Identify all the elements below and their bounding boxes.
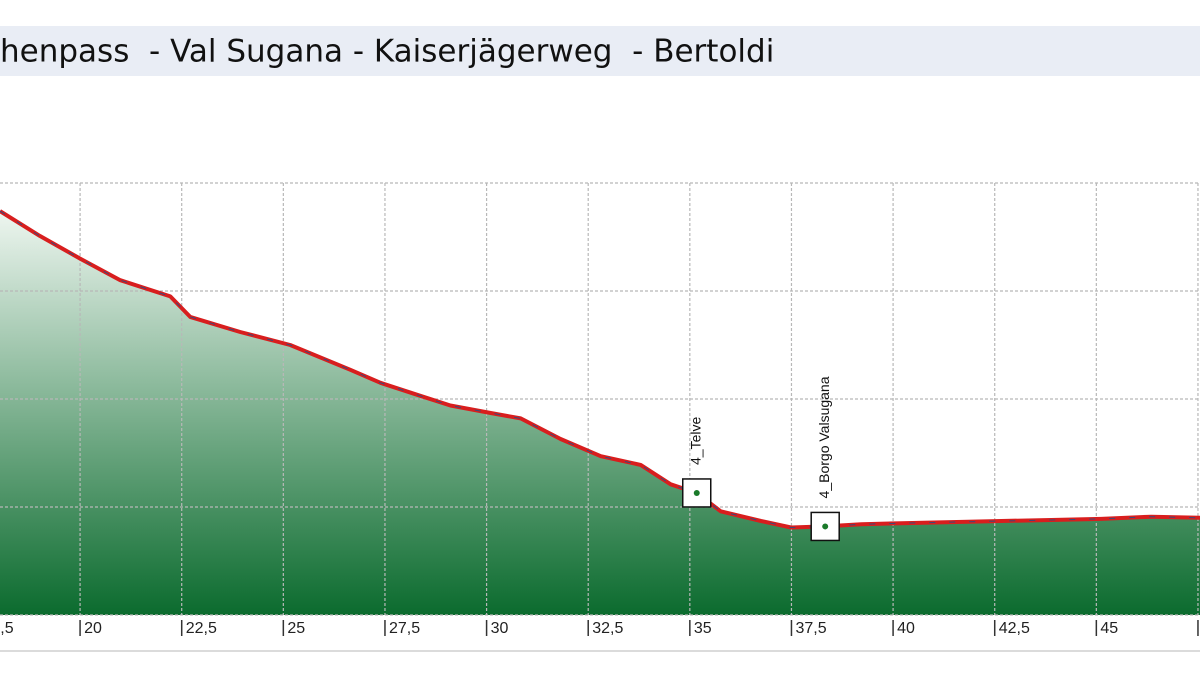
title-bar (0, 26, 1200, 76)
elevation-line-core (0, 210, 1200, 529)
x-tick-label: 40 (897, 620, 915, 637)
x-tick-label: 42,5 (999, 620, 1030, 637)
waypoint-dot (822, 523, 829, 530)
x-tick-label: 45 (1100, 620, 1118, 637)
x-tick-label: 27,5 (389, 620, 420, 637)
x-tick-label: 22,5 (186, 620, 217, 637)
chart-title: henpass - Val Sugana - Kaiserjägerweg - … (0, 34, 774, 70)
waypoint-dot (693, 489, 700, 496)
x-tick-label: 35 (694, 620, 712, 637)
x-tick-label: 25 (287, 620, 305, 637)
x-tick-label: 37,5 (795, 620, 826, 637)
x-tick-label: 30 (491, 620, 509, 637)
x-tick-label: 17,5 (0, 620, 14, 637)
waypoint-label: 4_Borgo Valsugana (816, 376, 832, 498)
x-tick-label: 32,5 (592, 620, 623, 637)
elevation-area (0, 211, 1200, 615)
x-tick-label: 20 (84, 620, 102, 637)
waypoint-label: 4_Telve (687, 416, 703, 464)
